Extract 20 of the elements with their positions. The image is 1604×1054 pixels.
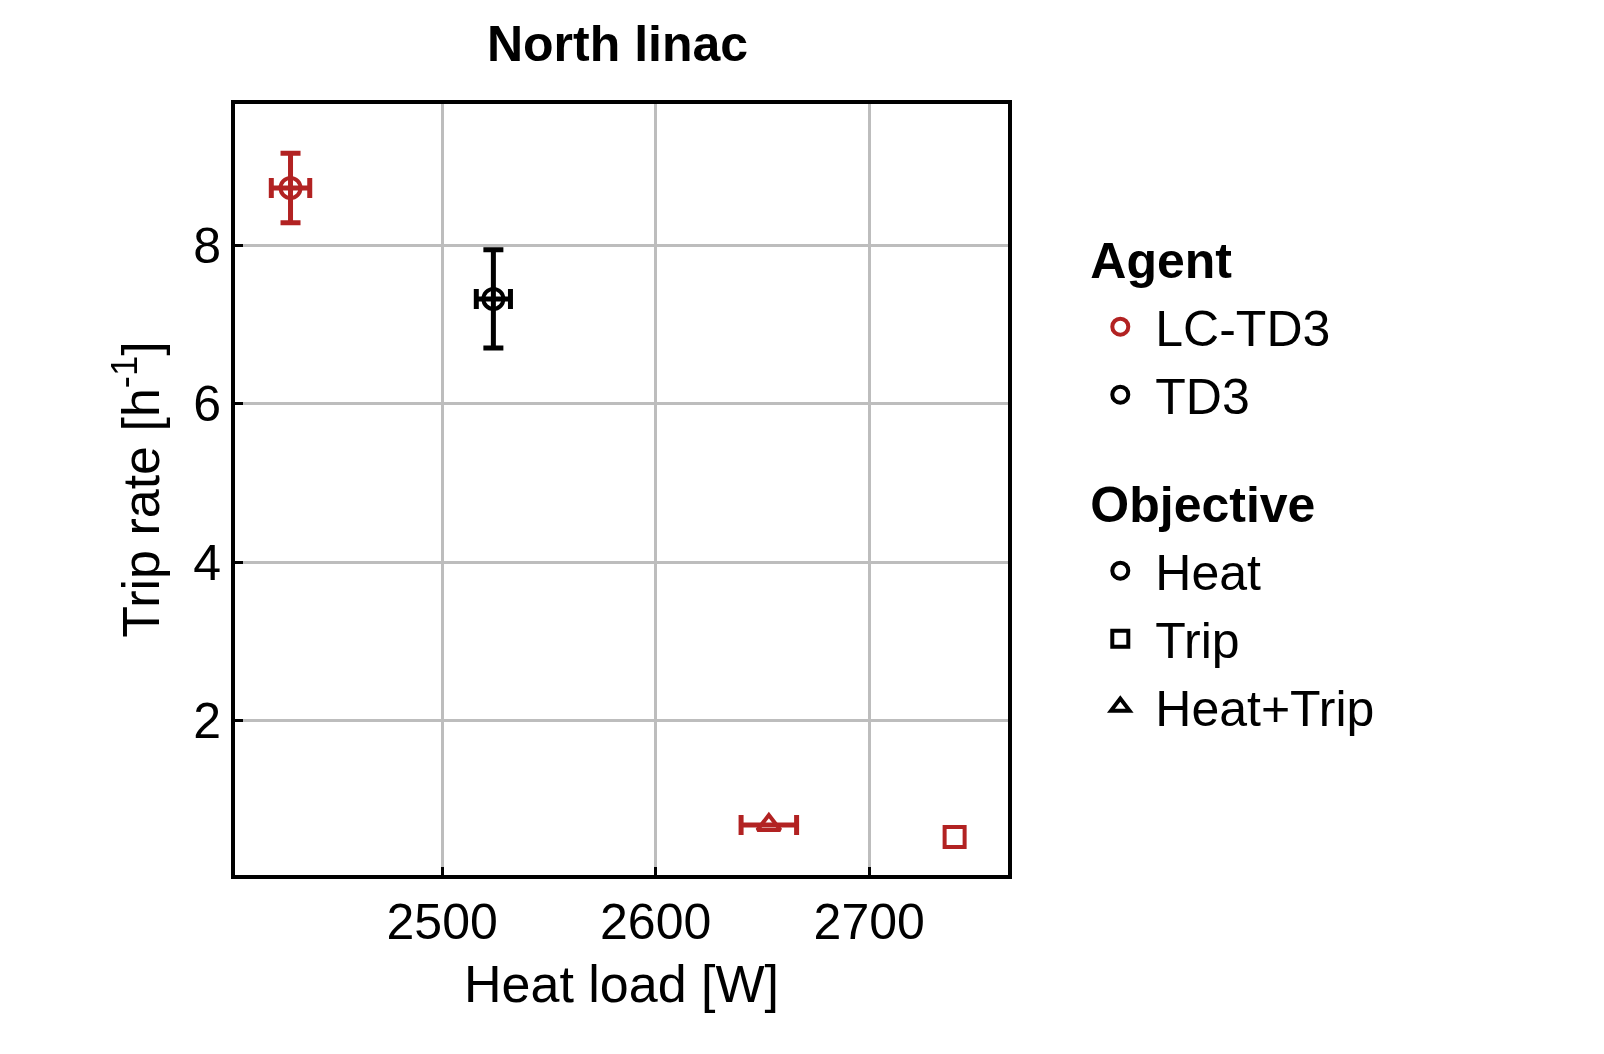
- y-tick-label: 4: [193, 534, 221, 591]
- legend-label: Heat: [1155, 545, 1262, 602]
- legend-label: Heat+Trip: [1155, 681, 1375, 738]
- legend-label: TD3: [1155, 369, 1250, 426]
- x-tick-label: 2500: [386, 894, 498, 950]
- legend-label: LC-TD3: [1155, 301, 1331, 358]
- x-tick-label: 2700: [813, 894, 925, 950]
- legend-label: Trip: [1155, 613, 1240, 670]
- y-tick-label: 2: [193, 692, 221, 749]
- y-tick-label: 8: [193, 217, 221, 274]
- legend-title: Agent: [1090, 233, 1233, 290]
- point: [755, 813, 783, 833]
- point: [278, 175, 303, 200]
- chart-title: North linac: [486, 16, 749, 73]
- y-tick-label: 6: [193, 376, 221, 433]
- text: Objective: [1090, 477, 1316, 534]
- point: [942, 824, 967, 849]
- x-axis-title: Heat load [W]: [463, 955, 780, 1014]
- x-tick-label: 2600: [600, 894, 712, 950]
- point: [481, 286, 506, 311]
